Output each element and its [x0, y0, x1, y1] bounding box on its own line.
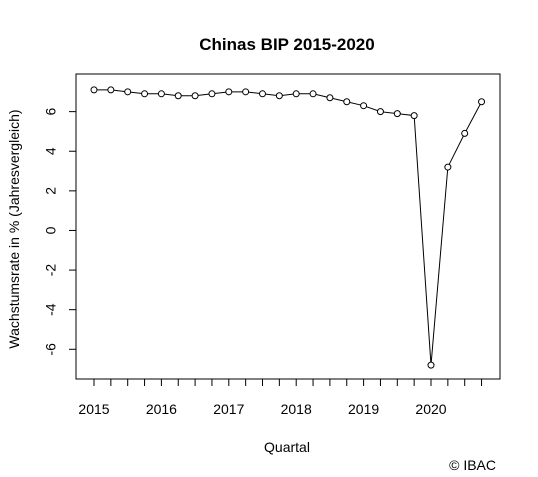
y-axis: 6 4 2 0 -2 -4 -6	[43, 108, 76, 356]
x-tick-label: 2019	[348, 401, 379, 417]
data-point	[90, 86, 98, 94]
data-point	[191, 92, 199, 100]
y-tick-label: -4	[43, 303, 59, 316]
data-point	[343, 98, 351, 106]
data-point	[393, 110, 401, 118]
data-point	[326, 94, 334, 102]
y-tick-label: -2	[43, 264, 59, 277]
y-tick-label: 0	[43, 226, 59, 234]
y-tick-label: -6	[43, 343, 59, 356]
data-point	[376, 108, 384, 116]
data-point	[225, 88, 233, 96]
x-tick-label: 2016	[146, 401, 177, 417]
y-tick-label: 6	[43, 108, 59, 116]
y-tick-label: 4	[43, 147, 59, 155]
y-axis-label: Wachstumsrate in % (Jahresvergleich)	[6, 109, 22, 348]
data-point	[410, 112, 418, 120]
x-tick-label: 2017	[213, 401, 244, 417]
x-axis: 2015 2016 2017 2018 2019 2020	[78, 379, 483, 417]
series-line	[90, 86, 486, 369]
data-point	[157, 90, 165, 98]
data-point	[124, 88, 132, 96]
data-point	[461, 129, 469, 137]
data-point	[360, 102, 368, 110]
data-point	[141, 90, 149, 98]
x-tick-label: 2018	[281, 401, 312, 417]
data-point	[107, 86, 115, 94]
data-point	[208, 90, 216, 98]
plot-frame	[75, 73, 501, 380]
series-path	[94, 89, 482, 366]
data-point	[444, 163, 452, 171]
y-tick-label: 2	[43, 187, 59, 195]
data-point	[275, 92, 283, 100]
data-point	[427, 361, 435, 369]
data-point	[292, 90, 300, 98]
x-axis-label: Quartal	[264, 439, 310, 455]
data-point	[309, 90, 317, 98]
data-point	[478, 98, 486, 106]
x-tick-label: 2020	[415, 401, 446, 417]
data-point	[259, 90, 266, 98]
copyright-credit: © IBAC	[449, 457, 496, 473]
x-tick-label: 2015	[78, 401, 109, 417]
data-point	[242, 88, 250, 96]
chart-title: Chinas BIP 2015-2020	[199, 35, 374, 54]
data-point	[174, 92, 182, 100]
